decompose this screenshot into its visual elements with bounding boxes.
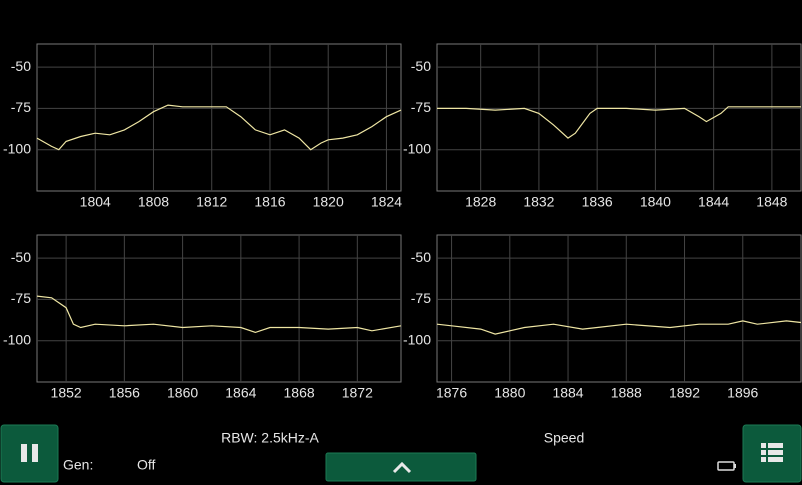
expand-button[interactable] xyxy=(325,452,477,482)
charts: -50 -75 -100 1804 1808 1812 1816 1820 1824 -50 -75… xyxy=(3,43,802,401)
x-tick-label: 1832 xyxy=(523,194,554,210)
y-tick-label: -75 xyxy=(411,99,431,115)
x-tick-label: 1884 xyxy=(552,385,583,401)
y-tick-label: -50 xyxy=(11,58,31,74)
x-tick-label: 1804 xyxy=(80,194,111,210)
x-tick-label: 1868 xyxy=(284,385,315,401)
y-tick-label: -50 xyxy=(11,249,31,265)
y-tick-label: -75 xyxy=(11,99,31,115)
x-tick-label: 1816 xyxy=(254,194,285,210)
plot-area xyxy=(436,234,802,383)
plot-area xyxy=(36,234,402,383)
x-tick-label: 1860 xyxy=(167,385,198,401)
x-tick-label: 1820 xyxy=(313,194,344,210)
y-tick-label: -50 xyxy=(411,249,431,265)
gen-label: Gen: xyxy=(63,457,93,473)
y-tick-label: -100 xyxy=(3,331,31,347)
x-tick-label: 1876 xyxy=(436,385,467,401)
battery-icon xyxy=(717,461,736,471)
menu-button[interactable] xyxy=(742,424,802,483)
x-tick-label: 1844 xyxy=(698,194,729,210)
x-tick-label: 1872 xyxy=(342,385,373,401)
y-tick-label: -100 xyxy=(403,140,431,156)
gen-value: Off xyxy=(137,457,156,473)
y-tick-label: -50 xyxy=(411,58,431,74)
x-tick-label: 1888 xyxy=(611,385,642,401)
x-tick-label: 1840 xyxy=(640,194,671,210)
x-tick-label: 1880 xyxy=(494,385,525,401)
x-tick-label: 1864 xyxy=(225,385,256,401)
trace xyxy=(36,295,402,334)
x-tick-label: 1812 xyxy=(196,194,227,210)
x-tick-label: 1836 xyxy=(582,194,613,210)
x-tick-label: 1852 xyxy=(51,385,82,401)
x-tick-label: 1896 xyxy=(727,385,758,401)
x-tick-label: 1808 xyxy=(138,194,169,210)
y-tick-label: -75 xyxy=(11,290,31,306)
trace xyxy=(436,320,802,335)
mode-label: Speed xyxy=(544,430,584,446)
plot-area xyxy=(436,43,802,192)
x-tick-label: 1828 xyxy=(465,194,496,210)
x-tick-label: 1856 xyxy=(109,385,140,401)
x-tick-label: 1892 xyxy=(669,385,700,401)
y-tick-label: -100 xyxy=(3,140,31,156)
x-tick-label: 1848 xyxy=(756,194,787,210)
trace xyxy=(36,104,402,151)
rbw-label: RBW: 2.5kHz-A xyxy=(221,430,319,446)
plot-area xyxy=(36,43,402,192)
x-tick-label: 1824 xyxy=(371,194,402,210)
y-tick-label: -75 xyxy=(411,290,431,306)
trace xyxy=(437,106,801,139)
pause-button[interactable] xyxy=(0,424,59,483)
y-tick-label: -100 xyxy=(403,331,431,347)
